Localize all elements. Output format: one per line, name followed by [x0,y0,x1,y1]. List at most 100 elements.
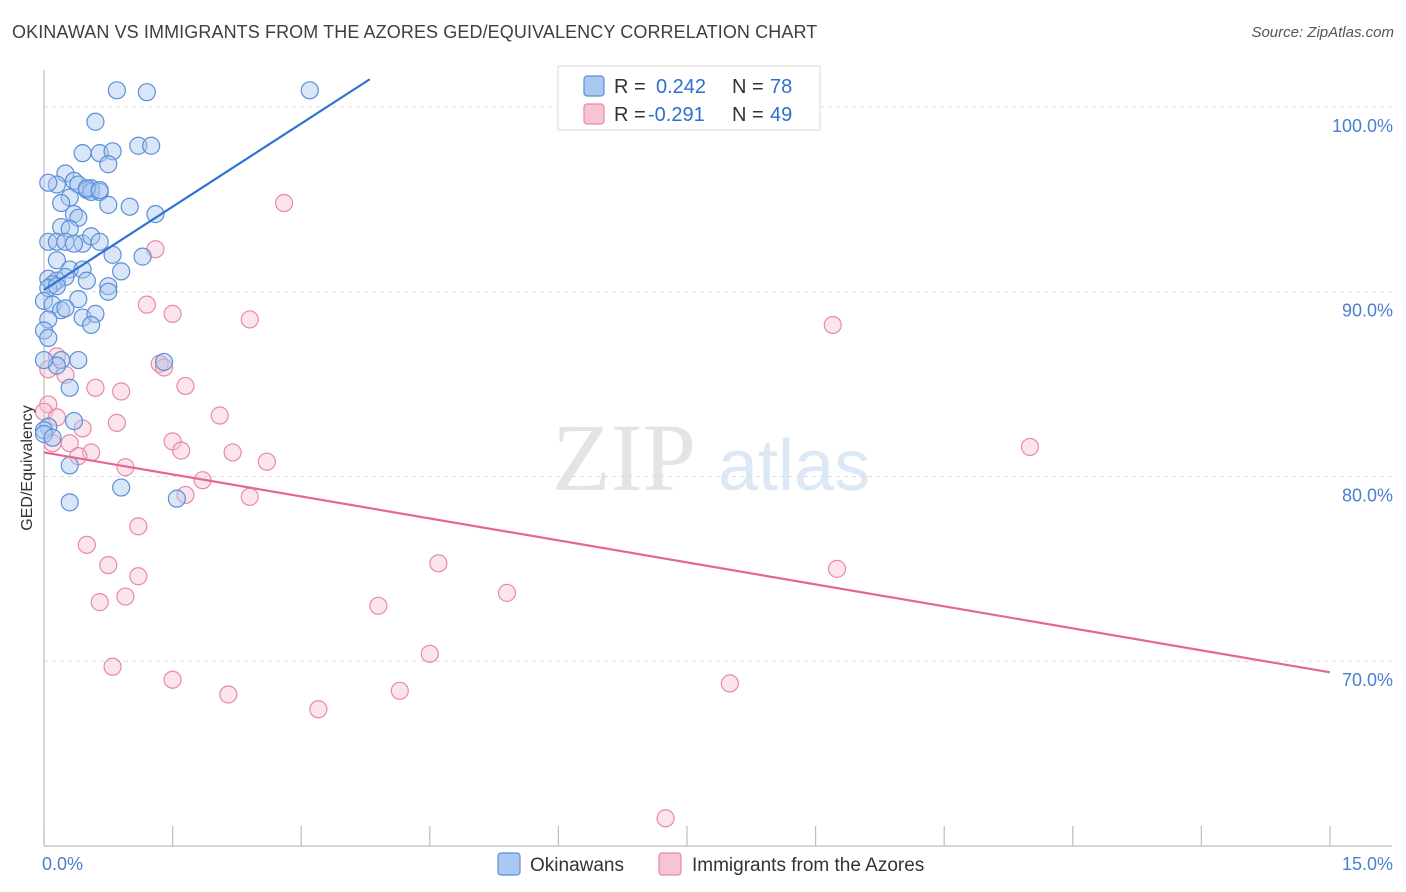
trend-lines [43,78,1331,674]
okinawan-point [39,173,58,192]
azores-point [90,593,109,612]
okinawan-point [77,271,96,290]
watermark-atlas: atlas [718,426,870,506]
x-tick-label-max: 15.0% [1342,854,1393,874]
okinawan-point [154,352,174,372]
azores-point [154,358,174,377]
okinawan-point [60,456,79,475]
okinawan-point [99,277,118,296]
legend-n-value-1: 78 [770,76,792,98]
okinawan-point [300,81,319,100]
okinawan-point [52,193,71,213]
azores-point [720,674,739,693]
azores-point [420,644,439,663]
okinawans-trend-line [43,78,371,291]
source-label: Source: ZipAtlas.com [1251,24,1394,41]
azores-point [223,443,242,462]
okinawan-point [99,195,118,214]
correlation-legend: R = 0.242 N = 78 R = -0.291 N = 49 [557,65,821,131]
bottom-legend-azores: Immigrants from the Azores [692,855,924,876]
y-tick-label: 80.0% [1342,485,1393,505]
watermark-zip: ZIP [552,404,696,511]
bottom-legend-swatch-azores [658,852,682,876]
okinawan-point [133,247,152,266]
legend-swatch-blue [583,75,605,97]
okinawan-point [56,299,75,318]
okinawan-point [34,350,54,370]
bottom-legend-swatch-okinawans [497,852,521,876]
okinawan-point [146,205,165,224]
okinawan-point [99,155,118,174]
okinawan-point [47,251,66,270]
okinawan-point [69,290,88,309]
y-tick-label: 100.0% [1332,116,1393,136]
axis-ticks: 70.0% 80.0% 90.0% 100.0% 0.0% 15.0% [42,116,1393,874]
okinawan-point [112,478,131,497]
okinawan-point [129,136,148,155]
azores-point [240,310,259,329]
azores-point [219,685,238,704]
azores-point [309,700,328,719]
y-tick-label: 70.0% [1342,670,1393,690]
azores-point [172,441,191,460]
okinawan-point [107,81,126,100]
y-tick-label: 90.0% [1342,301,1393,321]
azores-point [163,670,182,689]
okinawan-point [90,180,109,200]
azores-point [163,304,182,323]
series-okinawans [34,81,319,512]
azores-point [77,535,96,554]
legend-n-value-2: 49 [770,104,792,126]
azores-point [129,567,148,586]
okinawan-point [120,197,139,216]
azores-point [257,452,277,471]
azores-point [210,406,229,425]
okinawan-point [64,234,84,253]
okinawan-point [112,262,131,281]
bottom-legend-okinawans: Okinawans [530,855,624,876]
okinawan-point [86,112,105,131]
azores-trend-line [43,451,1331,674]
legend-r-value-1: 0.242 [656,76,706,98]
azores-point [369,596,388,615]
okinawan-point [64,411,84,431]
azores-point [103,657,122,676]
chart-title: OKINAWAN VS IMMIGRANTS FROM THE AZORES G… [12,22,818,42]
azores-point [274,193,294,213]
series-azores [34,193,1040,828]
okinawan-point [39,310,58,329]
x-tick-label-min: 0.0% [42,854,83,874]
legend-n-label-2: N = [732,104,764,126]
legend-r-label-2: R = [614,104,646,126]
bottom-legend: Okinawans Immigrants from the Azores [497,852,924,876]
azores-point [656,809,675,828]
okinawan-point [39,328,58,348]
azores-point [99,556,118,575]
y-axis-label: GED/Equivalency [19,405,36,530]
okinawan-point [69,350,88,370]
azores-point [1020,437,1040,457]
okinawan-point [167,489,186,508]
legend-r-value-2: -0.291 [648,104,705,126]
okinawan-point [60,493,79,512]
azores-point [112,382,131,401]
azores-point [107,413,126,432]
azores-point [176,376,195,396]
legend-swatch-pink [583,103,605,125]
azores-point [429,554,448,573]
okinawan-point [86,304,105,323]
okinawan-point [142,136,161,155]
okinawan-point [90,232,109,251]
azores-point [116,587,135,606]
legend-n-label-1: N = [732,76,764,98]
azores-point [86,378,105,397]
okinawan-point [99,282,118,301]
azores-point [827,559,847,578]
okinawan-point [82,315,101,335]
azores-point [497,583,517,602]
azores-point [823,315,842,335]
okinawan-point [43,428,62,447]
legend-r-label-1: R = [614,76,646,98]
azores-point [240,487,259,506]
